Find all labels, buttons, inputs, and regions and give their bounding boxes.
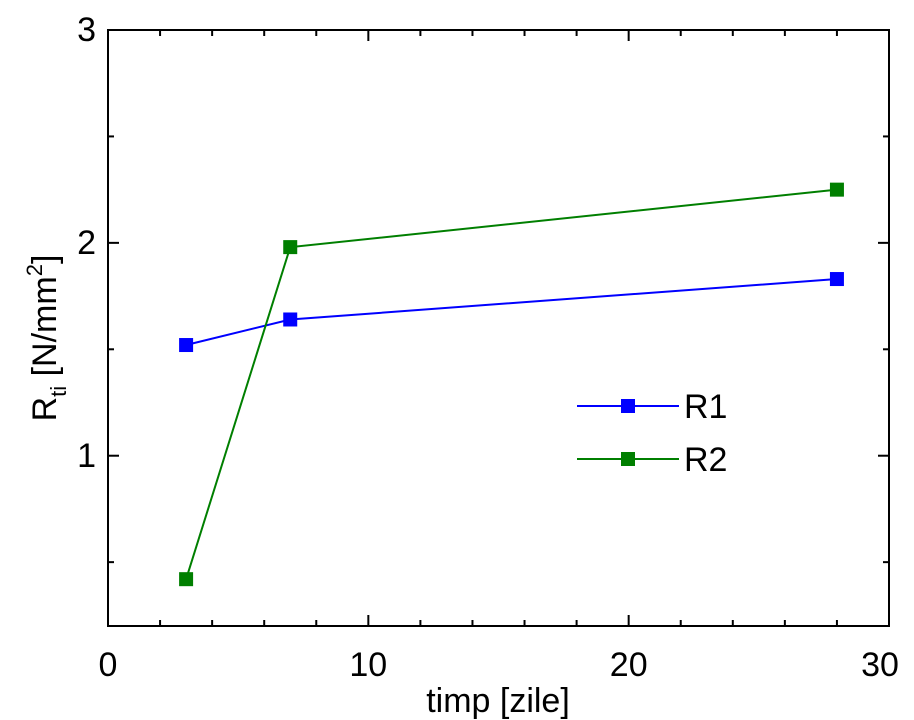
legend-label-r1: R1	[684, 388, 727, 426]
data-point-r1-1	[283, 312, 298, 327]
series-layer	[179, 182, 844, 587]
y-axis-title: Rti [N/mm2]	[22, 255, 71, 422]
axis-tick-labels: 0 10 20 30 1 2 3	[77, 11, 899, 684]
axis-ticks	[107, 29, 890, 626]
y-axis-title-unit: [N/mm	[26, 276, 64, 386]
y-axis-title-unit-close: ]	[26, 255, 64, 264]
plot-frame	[107, 29, 890, 627]
series-line-r1	[185, 278, 838, 346]
legend-marker-r2	[621, 452, 635, 466]
y-tick-label-2: 2	[77, 224, 96, 262]
x-tick-label-30: 30	[861, 646, 899, 684]
y-axis-title-superscript: 2	[22, 264, 47, 276]
y-axis-title-subscript: ti	[46, 386, 71, 397]
y-tick-label-3: 3	[77, 11, 96, 49]
data-point-r2-0	[179, 572, 194, 587]
y-axis-title-main: R	[26, 397, 64, 422]
y-tick-label-1: 1	[77, 437, 96, 475]
x-tick-label-10: 10	[349, 646, 387, 684]
legend-label-r2: R2	[684, 441, 727, 479]
data-point-r2-1	[283, 240, 298, 255]
legend-marker-r1	[621, 399, 635, 413]
data-point-r1-2	[829, 272, 844, 287]
x-tick-label-20: 20	[610, 646, 648, 684]
x-axis-title: timp [zile]	[426, 682, 570, 720]
x-tick-label-0: 0	[99, 646, 118, 684]
data-point-r1-0	[179, 338, 194, 353]
data-point-r2-2	[829, 182, 844, 197]
legend: R1 R2	[577, 388, 727, 479]
plot-frame-group	[107, 29, 890, 627]
